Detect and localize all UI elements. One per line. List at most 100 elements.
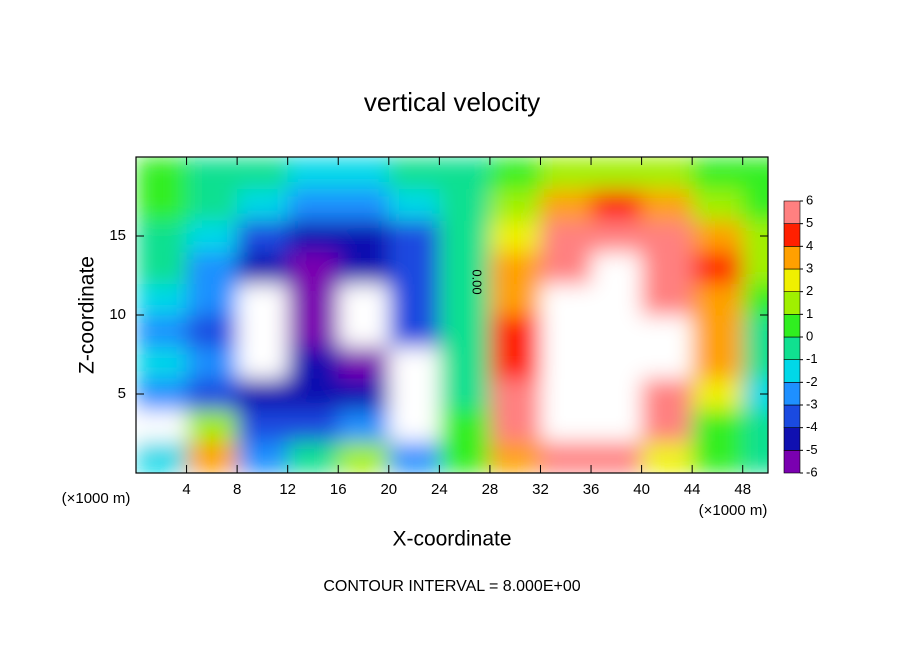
field-cell xyxy=(489,251,541,284)
x-axis-label: X-coordinate xyxy=(392,528,511,551)
x-unit-left: (×1000 m) xyxy=(62,490,131,507)
x-unit-right: (×1000 m) xyxy=(699,502,768,519)
x-tick-label: 8 xyxy=(233,481,241,498)
field-cell xyxy=(641,378,693,411)
field-cell xyxy=(287,188,339,221)
field-cell xyxy=(439,188,491,221)
field-cell xyxy=(388,441,440,473)
chart-title: vertical velocity xyxy=(364,87,540,117)
field-cell xyxy=(136,441,188,473)
field-cell xyxy=(186,409,238,442)
x-tick-label: 24 xyxy=(431,481,448,498)
x-tick-label: 28 xyxy=(482,481,499,498)
field-cell xyxy=(591,441,643,473)
colorbar-swatch xyxy=(783,359,801,383)
field-cell xyxy=(489,441,541,473)
field-cell xyxy=(742,315,768,348)
field-cell xyxy=(287,346,339,379)
field-cell xyxy=(287,251,339,284)
field-cell xyxy=(186,251,238,284)
field-cell xyxy=(591,220,643,253)
field-cell xyxy=(439,157,491,190)
footer: CONTOUR INTERVAL = 8.000E+00 xyxy=(323,578,580,595)
field-cell xyxy=(186,441,238,473)
colorbar-tick-label: -3 xyxy=(806,396,818,411)
field-cell xyxy=(237,346,289,379)
field-cell xyxy=(641,409,693,442)
colorbar-tick-label: 5 xyxy=(806,215,813,230)
field-cell xyxy=(489,157,541,190)
colorbar-tick-label: 2 xyxy=(806,283,813,298)
colorbar-tick-label: -4 xyxy=(806,419,818,434)
field-cell xyxy=(338,315,390,348)
colorbar-swatch xyxy=(783,268,801,292)
colorbar-tick-label: -5 xyxy=(806,442,818,457)
field-cell xyxy=(489,188,541,221)
field-cell xyxy=(641,315,693,348)
field-cell xyxy=(692,188,744,221)
field-cell xyxy=(641,188,693,221)
field-cell xyxy=(136,378,188,411)
field-cell xyxy=(338,188,390,221)
field-cell xyxy=(439,251,491,284)
y-tick-label: 5 xyxy=(118,385,126,402)
field-cell xyxy=(692,441,744,473)
field-cell xyxy=(742,157,768,190)
field-cell xyxy=(439,283,491,316)
field-cell xyxy=(439,409,491,442)
field-cell xyxy=(186,283,238,316)
field-cell xyxy=(742,441,768,473)
x-tick-label: 16 xyxy=(330,481,347,498)
field-cell xyxy=(237,251,289,284)
field-cell xyxy=(287,378,339,411)
field-cell xyxy=(287,157,339,190)
field-cell xyxy=(641,157,693,190)
colorbar-swatch xyxy=(783,200,801,224)
field-cell xyxy=(692,378,744,411)
y-tick-label: 15 xyxy=(109,227,126,244)
field-cell xyxy=(338,157,390,190)
field-cell xyxy=(186,346,238,379)
field-cell xyxy=(692,220,744,253)
field-cell xyxy=(287,441,339,473)
field-cell xyxy=(186,157,238,190)
colorbar-swatch xyxy=(783,291,801,315)
field-cell xyxy=(338,251,390,284)
field-cell xyxy=(540,283,592,316)
field-cell xyxy=(591,409,643,442)
x-tick-label: 40 xyxy=(633,481,650,498)
colorbar-swatch xyxy=(783,404,801,428)
field-cell xyxy=(237,409,289,442)
colorbar-tick-label: 1 xyxy=(806,306,813,321)
field-cell xyxy=(136,157,188,190)
field-cell xyxy=(287,220,339,253)
field-cell xyxy=(692,315,744,348)
field-cell xyxy=(287,409,339,442)
field-cell xyxy=(136,251,188,284)
field-cell xyxy=(237,315,289,348)
field-cell xyxy=(742,409,768,442)
field-cell xyxy=(388,378,440,411)
colorbar-swatch xyxy=(783,246,801,270)
field-cell xyxy=(540,409,592,442)
field-cell xyxy=(692,251,744,284)
field-cell xyxy=(186,188,238,221)
field-cell xyxy=(489,409,541,442)
field-cell xyxy=(591,315,643,348)
x-tick-label: 36 xyxy=(583,481,600,498)
field-cell xyxy=(439,315,491,348)
field-cell xyxy=(186,315,238,348)
field-cell xyxy=(136,409,188,442)
field-cell xyxy=(136,346,188,379)
field-cell xyxy=(489,378,541,411)
field-cell xyxy=(388,283,440,316)
field-cell xyxy=(489,283,541,316)
field-cell xyxy=(540,157,592,190)
field-cell xyxy=(591,157,643,190)
field-cell xyxy=(237,220,289,253)
field-cell xyxy=(540,220,592,253)
colorbar: -6 -5 -4 -3 -2 -1 0 1 2 3 4 5 6 xyxy=(783,192,818,479)
field-cell xyxy=(338,441,390,473)
field-cell xyxy=(338,409,390,442)
field-cell xyxy=(591,283,643,316)
